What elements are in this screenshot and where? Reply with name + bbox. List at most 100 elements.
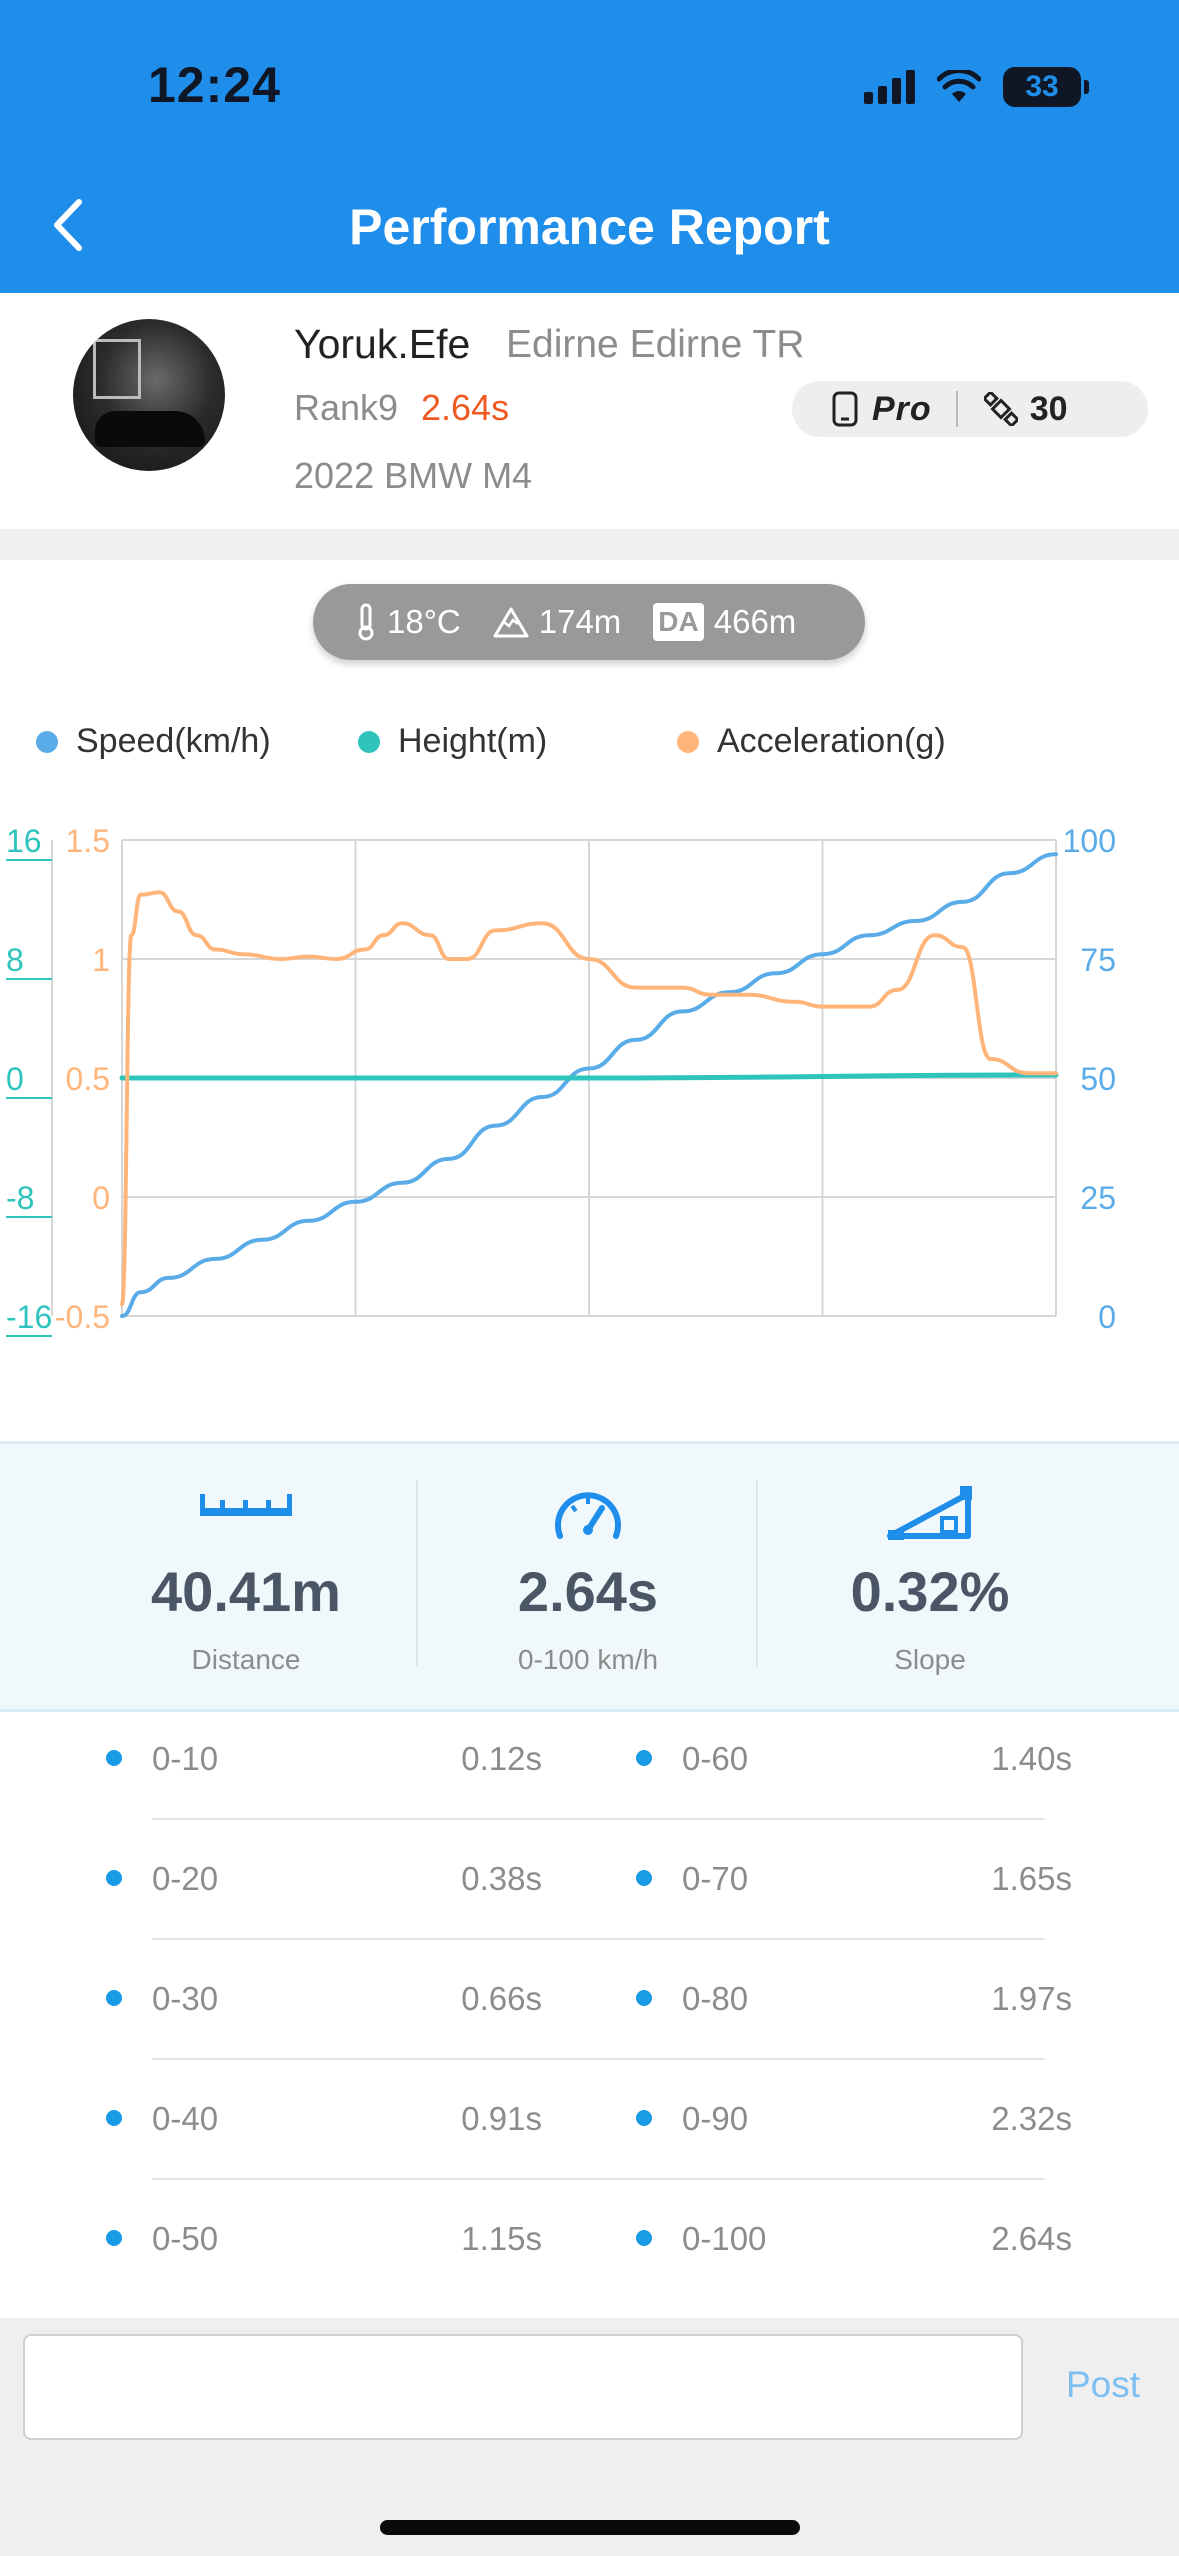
user-name[interactable]: Yoruk.Efe xyxy=(294,321,471,367)
speed-tick-label: 25 xyxy=(1080,1180,1116,1216)
row-divider xyxy=(152,2178,1044,2180)
split-row: 0-30 0.66s 0-80 1.97s xyxy=(0,1970,1179,2030)
wifi-icon xyxy=(937,70,981,102)
satellite-count: 30 xyxy=(1029,389,1068,428)
density-altitude-value: 466m xyxy=(713,603,797,640)
split-row: 0-50 1.15s 0-100 2.64s xyxy=(0,2210,1179,2270)
split-row: 0-40 0.91s 0-90 2.32s xyxy=(0,2090,1179,2150)
bullet-icon xyxy=(636,2230,652,2246)
height-tick-label: -16 xyxy=(6,1299,52,1335)
divider xyxy=(756,1480,758,1666)
series-line-height xyxy=(119,1072,1059,1081)
slope-icon xyxy=(887,1486,972,1540)
comment-input[interactable] xyxy=(23,2334,1023,2440)
user-rank: Rank9 xyxy=(294,387,399,428)
thermometer-icon xyxy=(358,603,374,641)
comment-bar: Post xyxy=(0,2318,1179,2556)
header-bar: 12:24 33 Performance Report xyxy=(0,0,1179,293)
split-time: 1.40s xyxy=(991,1740,1072,1777)
mountain-icon xyxy=(493,607,529,638)
split-range: 0-80 xyxy=(682,1980,749,2017)
battery-icon: 33 xyxy=(1003,67,1089,107)
status-time: 12:24 xyxy=(148,57,281,113)
avatar[interactable] xyxy=(73,319,225,471)
speed-tick-label: 75 xyxy=(1080,942,1116,978)
height-tick-label: 0 xyxy=(6,1061,24,1097)
ruler-icon xyxy=(200,1494,292,1516)
split-time: 0.38s xyxy=(461,1860,542,1897)
speed-tick-label: 0 xyxy=(1098,1299,1116,1335)
legend-speed[interactable]: Speed(km/h) xyxy=(36,722,271,761)
bullet-icon xyxy=(106,2230,122,2246)
legend-speed-label: Speed(km/h) xyxy=(76,722,271,760)
split-range: 0-20 xyxy=(152,1860,219,1897)
time-0-100-value: 2.64s xyxy=(517,1560,659,1623)
distance-label: Distance xyxy=(191,1644,301,1675)
device-icon xyxy=(832,391,858,427)
split-range: 0-70 xyxy=(682,1860,749,1897)
legend-height-swatch xyxy=(358,730,380,753)
conditions-pill: 18°C 174m DA 466m xyxy=(313,584,865,660)
bullet-icon xyxy=(106,1870,122,1886)
height-tick-label: -8 xyxy=(6,1180,34,1216)
home-indicator[interactable] xyxy=(380,2520,800,2535)
page-title: Performance Report xyxy=(349,199,830,255)
split-time: 2.64s xyxy=(991,2220,1072,2257)
bullet-icon xyxy=(106,2110,122,2126)
section-divider xyxy=(0,529,1179,560)
accel-tick-label: 1 xyxy=(92,942,110,978)
performance-chart: 16 1.5 100 8 1 75 0 0.5 50 -8 0 25 -16 -0.5 0 xyxy=(6,823,1116,1337)
post-button[interactable]: Post xyxy=(1066,2364,1141,2405)
speedometer-icon xyxy=(555,1492,621,1539)
bullet-icon xyxy=(106,1750,122,1766)
legend-height[interactable]: Height(m) xyxy=(358,722,547,761)
satellite-icon xyxy=(983,392,1018,426)
split-time: 0.91s xyxy=(461,2100,542,2137)
stats-panel: 40.41m Distance 2.64s 0-100 km/h 0.32 xyxy=(0,1441,1179,1712)
status-icons: 33 xyxy=(864,62,1089,112)
battery-level: 33 xyxy=(1025,70,1059,103)
legend-acceleration[interactable]: Acceleration(g) xyxy=(677,722,946,761)
split-range: 0-100 xyxy=(682,2220,767,2257)
split-time: 1.97s xyxy=(991,1980,1072,2017)
back-button[interactable] xyxy=(38,190,98,260)
speed-tick-label: 100 xyxy=(1063,823,1116,859)
split-range: 0-40 xyxy=(152,2100,219,2137)
bullet-icon xyxy=(636,2110,652,2126)
divider xyxy=(416,1480,418,1666)
profile-card: Yoruk.Efe Edirne Edirne TR Rank9 2.64s 2… xyxy=(0,293,1179,529)
pro-label: Pro xyxy=(872,389,932,428)
user-car: 2022 BMW M4 xyxy=(294,455,533,496)
chart-legend: Speed(km/h) Height(m) Acceleration(g) xyxy=(0,722,1179,766)
row-divider xyxy=(152,2058,1044,2060)
chevron-left-icon xyxy=(54,199,82,251)
split-range: 0-30 xyxy=(152,1980,219,2017)
split-time: 2.32s xyxy=(991,2100,1072,2137)
split-row: 0-10 0.12s 0-60 1.40s xyxy=(0,1730,1179,1790)
legend-acceleration-label: Acceleration(g) xyxy=(717,722,946,760)
height-tick-label: 8 xyxy=(6,942,24,978)
user-location: Edirne Edirne TR xyxy=(506,323,805,366)
distance-value: 40.41m xyxy=(151,1560,341,1623)
speed-tick-label: 50 xyxy=(1080,1061,1116,1097)
row-divider xyxy=(152,1818,1044,1820)
temperature-value: 18°C xyxy=(387,603,461,640)
split-row: 0-20 0.38s 0-70 1.65s xyxy=(0,1850,1179,1910)
split-range: 0-60 xyxy=(682,1740,749,1777)
bullet-icon xyxy=(636,1870,652,1886)
accel-tick-label: -0.5 xyxy=(55,1299,110,1335)
accel-tick-label: 0.5 xyxy=(66,1061,110,1097)
bullet-icon xyxy=(636,1990,652,2006)
slope-label: Slope xyxy=(894,1644,966,1675)
time-0-100-label: 0-100 km/h xyxy=(517,1644,659,1675)
split-time: 0.66s xyxy=(461,1980,542,2017)
stat-0-100: 2.64s 0-100 km/h xyxy=(418,1444,758,1715)
row-divider xyxy=(152,1938,1044,1940)
height-tick-label: 16 xyxy=(6,823,42,859)
da-label: DA xyxy=(653,603,704,641)
stat-distance: 40.41m Distance xyxy=(76,1444,416,1715)
slope-value: 0.32% xyxy=(850,1560,1010,1623)
bullet-icon xyxy=(636,1750,652,1766)
series-line-accel xyxy=(120,890,1058,1307)
bullet-icon xyxy=(106,1990,122,2006)
